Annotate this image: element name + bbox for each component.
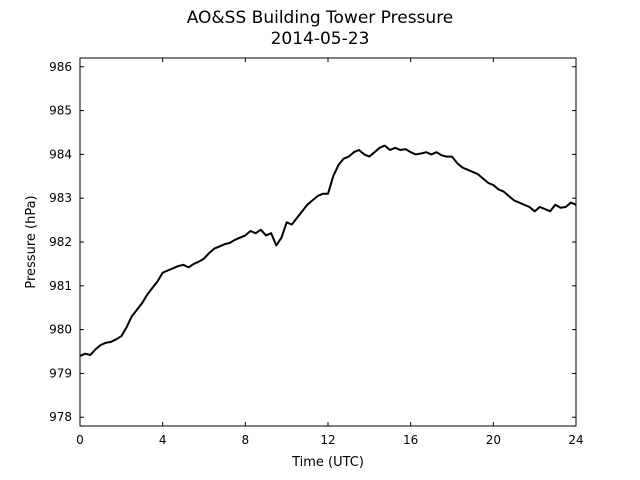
y-axis-label: Pressure (hPa) [24, 195, 39, 288]
x-tick-label: 0 [76, 433, 84, 447]
tick-group: 0 4 8 12 16 20 24 978 979 980 981 982 983 984 985 986 [49, 58, 584, 447]
x-tick-label: 8 [242, 433, 250, 447]
chart-subtitle: 2014-05-23 [270, 29, 370, 49]
x-tick-label: 12 [320, 433, 335, 447]
chart-title: AO&SS Building Tower Pressure [186, 8, 454, 28]
y-tick-label: 981 [49, 279, 72, 293]
y-tick-label: 979 [49, 366, 72, 380]
y-tick-label: 982 [49, 235, 72, 249]
plot-area [79, 57, 577, 427]
y-tick-label: 978 [49, 410, 72, 424]
x-tick-label: 16 [403, 433, 418, 447]
pressure-series-line [79, 144, 577, 357]
y-tick-label: 985 [49, 104, 72, 118]
x-tick-label: 4 [159, 433, 167, 447]
x-axis-label: Time (UTC) [291, 455, 364, 470]
y-tick-label: 983 [49, 191, 72, 205]
y-tick-label: 984 [49, 147, 72, 161]
x-tick-label: 20 [486, 433, 501, 447]
x-tick-label: 24 [568, 433, 583, 447]
y-tick-label: 980 [49, 323, 72, 337]
y-tick-label: 986 [49, 60, 72, 74]
